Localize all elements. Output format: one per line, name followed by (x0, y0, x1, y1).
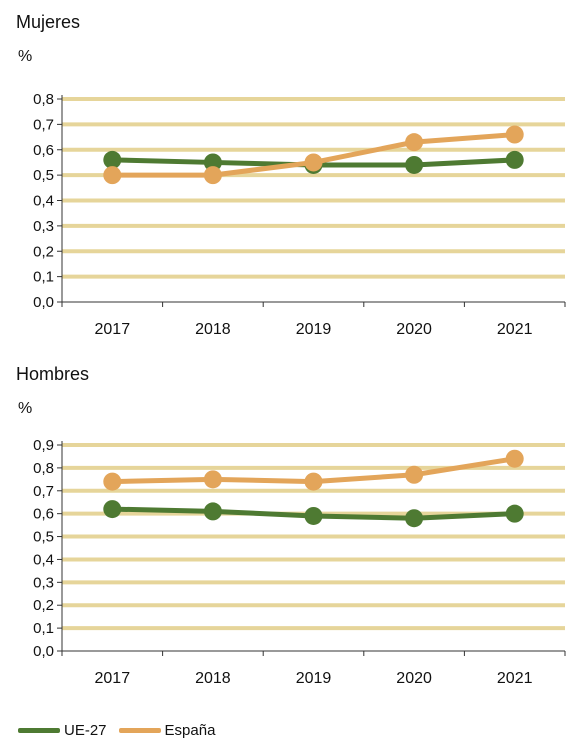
legend-swatch-ue27 (18, 728, 60, 733)
y-tick-label-hombres-2: 0,2 (33, 597, 54, 614)
y-unit-mujeres: % (18, 48, 33, 65)
y-tick-label-mujeres-6: 0,6 (33, 142, 54, 159)
y-tick-label-hombres-9: 0,9 (33, 437, 54, 454)
legend: UE-27 España (18, 722, 227, 739)
data-point-hombres-espaa-2019 (304, 472, 323, 491)
y-tick-label-mujeres-3: 0,3 (33, 218, 54, 235)
chart-mujeres: 0,0 0,1 0,2 0,3 0,4 0,5 0,6 0,7 0,8 2017 2018 2019 2… (33, 91, 566, 338)
legend-label-espana: España (164, 722, 216, 739)
data-point-mujeres-ue27-2021 (505, 150, 524, 169)
data-point-hombres-ue27-2021 (505, 504, 524, 523)
data-point-mujeres-espaa-2018 (203, 166, 222, 185)
x-tick-label-mujeres-2017: 2017 (95, 321, 131, 338)
x-tick-label-hombres-2018: 2018 (195, 670, 231, 687)
legend-label-ue27: UE-27 (64, 722, 107, 739)
chart-title-hombres: Hombres (16, 364, 90, 384)
y-tick-label-hombres-8: 0,8 (33, 460, 54, 477)
data-point-mujeres-espaa-2021 (505, 125, 524, 144)
data-point-mujeres-espaa-2020 (405, 133, 424, 152)
x-tick-label-hombres-2020: 2020 (396, 670, 432, 687)
chart-hombres: 0,0 0,1 0,2 0,3 0,4 0,5 0,6 0,7 0,8 0,9 2017 2018 20… (33, 437, 566, 687)
y-tick-label-mujeres-0: 0,0 (33, 294, 54, 311)
data-point-hombres-espaa-2021 (505, 449, 524, 468)
data-point-mujeres-ue27-2017 (103, 150, 122, 169)
y-tick-label-hombres-3: 0,3 (33, 574, 54, 591)
data-point-hombres-espaa-2020 (405, 465, 424, 484)
data-point-mujeres-ue27-2020 (405, 155, 424, 174)
y-tick-label-hombres-0: 0,0 (33, 643, 54, 660)
data-point-hombres-ue27-2020 (405, 509, 424, 528)
y-unit-hombres: % (18, 400, 33, 417)
data-point-hombres-espaa-2017 (103, 472, 122, 491)
y-tick-label-hombres-1: 0,1 (33, 620, 54, 637)
data-point-mujeres-espaa-2019 (304, 153, 323, 172)
y-tick-label-mujeres-2: 0,2 (33, 243, 54, 260)
legend-swatch-espana (118, 728, 161, 733)
data-point-hombres-ue27-2018 (203, 502, 222, 521)
x-tick-label-mujeres-2019: 2019 (296, 321, 332, 338)
x-tick-label-mujeres-2020: 2020 (396, 321, 432, 338)
legend-item-espana: España (118, 722, 216, 739)
x-tick-label-hombres-2017: 2017 (95, 670, 131, 687)
chart-title-mujeres: Mujeres (16, 12, 81, 32)
legend-item-ue27: UE-27 (18, 722, 107, 739)
y-tick-label-hombres-7: 0,7 (33, 483, 54, 500)
x-tick-label-hombres-2021: 2021 (497, 670, 533, 687)
y-tick-label-hombres-6: 0,6 (33, 506, 54, 523)
data-point-hombres-ue27-2017 (103, 500, 122, 519)
y-tick-label-mujeres-4: 0,4 (33, 193, 54, 210)
x-tick-label-mujeres-2018: 2018 (195, 321, 231, 338)
data-point-mujeres-espaa-2017 (103, 166, 122, 185)
data-point-mujeres-ue27-2018 (203, 153, 222, 172)
x-tick-label-mujeres-2021: 2021 (497, 321, 533, 338)
y-tick-label-mujeres-7: 0,7 (33, 116, 54, 133)
y-tick-label-mujeres-8: 0,8 (33, 91, 54, 108)
y-tick-label-hombres-5: 0,5 (33, 529, 54, 546)
data-point-hombres-espaa-2018 (203, 470, 222, 489)
x-tick-label-hombres-2019: 2019 (296, 670, 332, 687)
y-tick-label-mujeres-5: 0,5 (33, 167, 54, 184)
y-tick-label-hombres-4: 0,4 (33, 551, 54, 568)
data-point-hombres-ue27-2019 (304, 506, 323, 525)
y-tick-label-mujeres-1: 0,1 (33, 269, 54, 286)
